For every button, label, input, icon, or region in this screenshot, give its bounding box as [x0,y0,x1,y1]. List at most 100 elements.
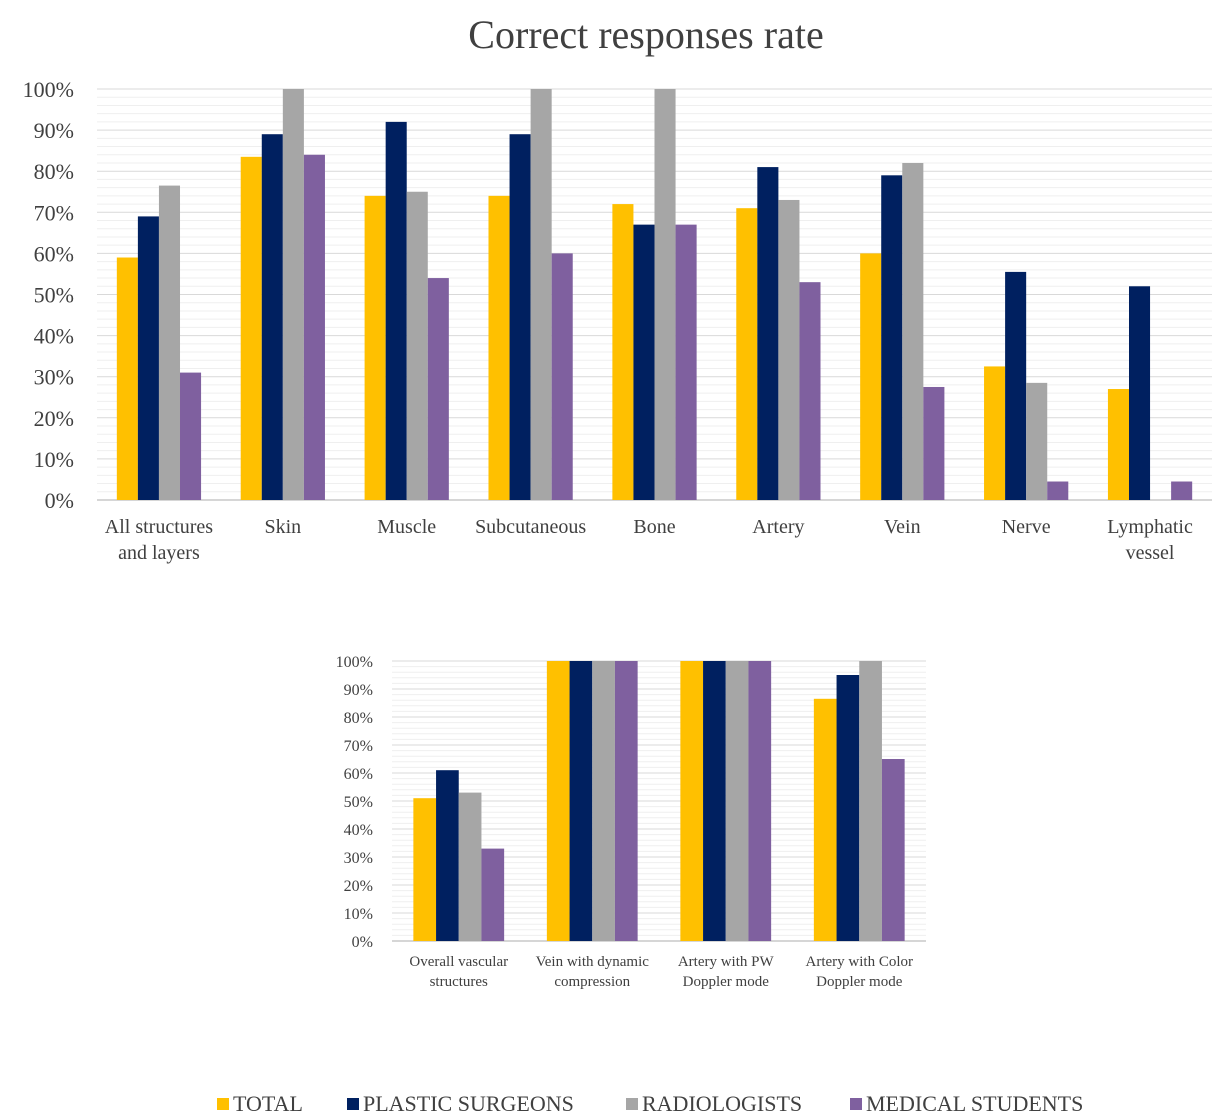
bar-plastic-surgeons [1128,286,1151,500]
y-tick-label: 100% [23,77,74,102]
bar-plastic-surgeons [881,175,903,500]
bar-total [413,798,437,941]
bar-plastic-surgeons [569,661,593,941]
bar-medical-students [180,372,202,500]
y-tick-label: 10% [34,447,74,472]
x-category-label: Artery [752,516,804,538]
legend-label: RADIOLOGISTS [642,1091,802,1116]
bar-radiologists [778,199,800,500]
y-tick-label: 40% [34,324,74,349]
y-tick-label: 70% [34,200,74,225]
y-tick-label: 20% [344,878,373,895]
x-category-label: Artery with Color [806,954,913,970]
bar-total [680,661,704,941]
y-tick-label: 0% [45,488,74,513]
legend-label: MEDICAL STUDENTS [866,1091,1083,1116]
x-category-label: compression [554,974,630,990]
bar-total [488,195,510,501]
bar-total [364,195,386,501]
y-tick-label: 50% [344,794,373,811]
y-tick-label: 70% [344,738,373,755]
bar-radiologists [282,89,304,500]
bar-total [612,204,634,500]
x-category-label: vessel [1126,542,1175,564]
y-tick-label: 30% [34,365,74,390]
bar-medical-students [1171,481,1193,500]
top-bar-chart: 0% 10% 20% 30% 40% 50% 60% 70% 80% 90% 100% All str… [23,77,1212,564]
bar-plastic-surgeons [137,216,159,500]
legend-swatch [850,1098,862,1110]
bar-total [1107,389,1129,500]
bar-medical-students [799,282,821,500]
bar-total [860,253,882,500]
bar-medical-students [748,661,772,941]
bar-plastic-surgeons [261,134,283,500]
bar-radiologists [158,185,181,500]
bar-plastic-surgeons [385,121,407,500]
bar-medical-students [614,661,638,941]
bar-total [984,366,1006,500]
bar-radiologists [592,661,615,941]
y-tick-label: 60% [34,241,74,266]
y-tick-label: 0% [352,934,373,951]
bar-total [736,208,758,500]
bar-radiologists [406,191,428,500]
x-category-label: Vein with dynamic [536,954,650,970]
x-category-label: Nerve [1002,516,1051,538]
x-category-label: All structures [105,516,214,538]
x-category-label: Muscle [377,516,436,538]
y-tick-label: 50% [34,283,74,308]
bar-radiologists [1026,382,1048,500]
x-category-label: Bone [633,516,675,538]
chart-title: Correct responses rate [468,12,823,57]
y-tick-label: 90% [344,682,373,699]
x-category-label: Artery with PW [678,954,775,970]
bar-radiologists [902,162,924,501]
legend-swatch [626,1098,638,1110]
x-category-label: and layers [118,542,200,564]
legend-label: TOTAL [233,1091,303,1116]
y-tick-label: 10% [344,906,373,923]
bar-radiologists [654,89,676,500]
bar-radiologists [530,89,552,500]
y-tick-label: 60% [344,766,373,783]
bottom-bar-chart: 0% 10% 20% 30% 40% 50% 60% 70% 80% 90% 100% Overall… [336,654,926,990]
bar-medical-students [923,386,945,500]
bar-plastic-surgeons [836,675,860,941]
bar-medical-students [427,278,449,500]
x-category-label: structures [430,974,488,990]
bar-radiologists [725,661,749,941]
bar-plastic-surgeons [436,770,459,941]
bar-total [240,156,262,500]
legend-swatch [347,1098,359,1110]
bar-total [546,661,570,941]
bar-medical-students [481,848,505,941]
bar-plastic-surgeons [703,661,726,941]
y-tick-label: 80% [34,159,74,184]
bar-medical-students [675,224,697,500]
y-tick-label: 90% [34,118,74,143]
bar-medical-students [1047,481,1069,500]
bar-total [116,257,138,500]
y-tick-label: 30% [344,850,373,867]
bar-plastic-surgeons [633,224,655,500]
bar-medical-students [303,154,325,500]
y-tick-label: 20% [34,406,74,431]
x-category-label: Overall vascular [409,954,508,970]
bar-plastic-surgeons [757,167,779,500]
x-category-label: Vein [884,516,921,538]
x-category-label: Doppler mode [683,974,770,990]
legend-label: PLASTIC SURGEONS [363,1091,574,1116]
x-category-label: Lymphatic [1107,516,1193,538]
chart-legend: TOTAL PLASTIC SURGEONS RADIOLOGISTS MEDICAL… [217,1091,1083,1116]
bar-medical-students [551,253,573,500]
x-category-label: Doppler mode [816,974,903,990]
bar-plastic-surgeons [509,134,531,500]
y-tick-label: 40% [344,822,373,839]
y-tick-label: 100% [336,654,373,671]
bar-medical-students [881,759,905,941]
bar-plastic-surgeons [1005,271,1027,500]
legend-swatch [217,1098,229,1110]
y-tick-label: 80% [344,710,373,727]
